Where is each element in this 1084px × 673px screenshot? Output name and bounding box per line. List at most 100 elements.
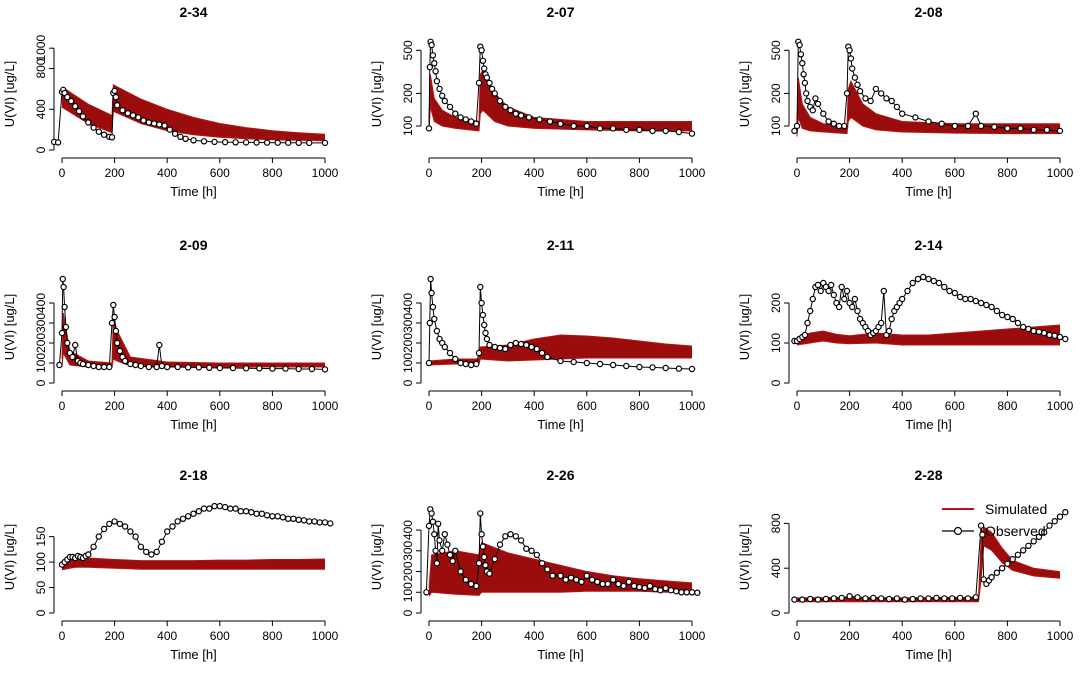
observed-point [90, 124, 97, 131]
observed-point [993, 307, 1001, 315]
observed-point [657, 586, 664, 594]
observed-point [295, 139, 302, 146]
x-tick-label: 800 [997, 399, 1017, 413]
y-tick-label: 0 [34, 146, 48, 153]
observed-point [1014, 319, 1022, 327]
x-tick-label: 800 [262, 629, 282, 643]
x-tick-label: 200 [472, 399, 492, 413]
observed-line [58, 278, 326, 370]
observed-point [182, 135, 189, 142]
observed-point [478, 530, 485, 538]
observed-point [200, 138, 208, 145]
observed-point [113, 339, 121, 347]
simulated-lower-line [797, 544, 1061, 603]
observed-point [909, 595, 916, 603]
legend-observed-marker [953, 526, 963, 536]
observed-point [843, 90, 851, 97]
observed-point [321, 139, 329, 147]
observed-point [145, 119, 152, 126]
observed-point [517, 537, 525, 544]
panel-title: 2-11 [547, 237, 574, 253]
observed-point [478, 47, 485, 54]
observed-point [877, 319, 885, 327]
observed-point [428, 289, 435, 297]
y-axis-label: U(VI) [ug/L] [369, 524, 384, 590]
observed-point [802, 90, 810, 97]
observed-point [880, 287, 887, 295]
observed-point [62, 323, 70, 331]
observed-point [991, 123, 998, 131]
observed-point [675, 365, 683, 372]
observed-point [636, 363, 643, 371]
panel-title: 2-14 [914, 237, 942, 253]
observed-point [111, 87, 118, 95]
observed-point [135, 114, 142, 121]
observed-point [528, 547, 535, 555]
observed-point [636, 126, 643, 134]
panel-title: 2-09 [179, 237, 207, 253]
observed-point [956, 293, 964, 301]
observed-point [295, 365, 302, 373]
observed-point [100, 131, 108, 138]
observed-point [557, 357, 564, 365]
observed-point [799, 596, 806, 603]
x-tick-label: 800 [629, 629, 649, 643]
y-tick-label: 50 [34, 581, 48, 595]
y-tick-label: 200 [34, 333, 48, 353]
observed-point [90, 362, 97, 370]
observed-point [116, 520, 124, 528]
observed-point [649, 364, 656, 371]
observed-point [662, 584, 669, 592]
simulated-band [62, 84, 325, 141]
observed-point [883, 95, 890, 102]
observed-point [1030, 327, 1037, 335]
simulated-band [62, 558, 325, 570]
observed-point [108, 134, 116, 141]
observed-point [791, 596, 798, 603]
observed-point [594, 578, 601, 586]
observed-point [85, 119, 92, 126]
observed-point [321, 519, 329, 526]
x-tick-label: 600 [945, 629, 965, 643]
observed-point [195, 508, 202, 515]
observed-point [161, 122, 168, 129]
observed-point [841, 122, 848, 130]
observed-point [862, 95, 869, 102]
observed-point [90, 543, 97, 551]
observed-point [156, 341, 163, 349]
observed-point [480, 553, 488, 561]
observed-point [799, 60, 806, 67]
observed-point [567, 574, 575, 581]
x-axis-label: Time [h] [905, 184, 951, 199]
observed-point [111, 518, 118, 525]
observed-point [184, 513, 192, 520]
observed-point [599, 580, 606, 588]
panel-2-08: 2-08 0 200 400 600 800 1000 100 200 500 Time [h] U(… [737, 4, 1074, 199]
x-tick-label: 600 [945, 399, 965, 413]
observed-point [972, 297, 979, 305]
observed-point [867, 97, 874, 105]
y-axis-label: U(VI) [ug/L] [369, 61, 384, 127]
observed-point [885, 595, 893, 603]
observed-point [1035, 328, 1043, 336]
observed-point [263, 512, 271, 519]
y-axis-label: U(VI) [ug/L] [2, 294, 17, 360]
panel-title: 2-34 [179, 4, 207, 20]
simulated-lower-line [61, 351, 325, 368]
simulated-band [797, 77, 1060, 137]
observed-point [467, 361, 475, 369]
observed-point [538, 559, 546, 567]
x-axis-label: Time [h] [170, 417, 216, 432]
x-tick-label: 200 [840, 629, 860, 643]
y-tick-label: 0 [401, 379, 415, 386]
x-axis-label: Time [h] [170, 647, 216, 662]
observed-point [596, 360, 604, 368]
observed-point [502, 103, 509, 111]
observed-point [227, 505, 234, 512]
observed-point [797, 51, 805, 58]
observed-point [158, 362, 166, 370]
observed-point [479, 543, 487, 550]
y-tick-label: 200 [769, 83, 783, 103]
observed-point [851, 74, 859, 81]
